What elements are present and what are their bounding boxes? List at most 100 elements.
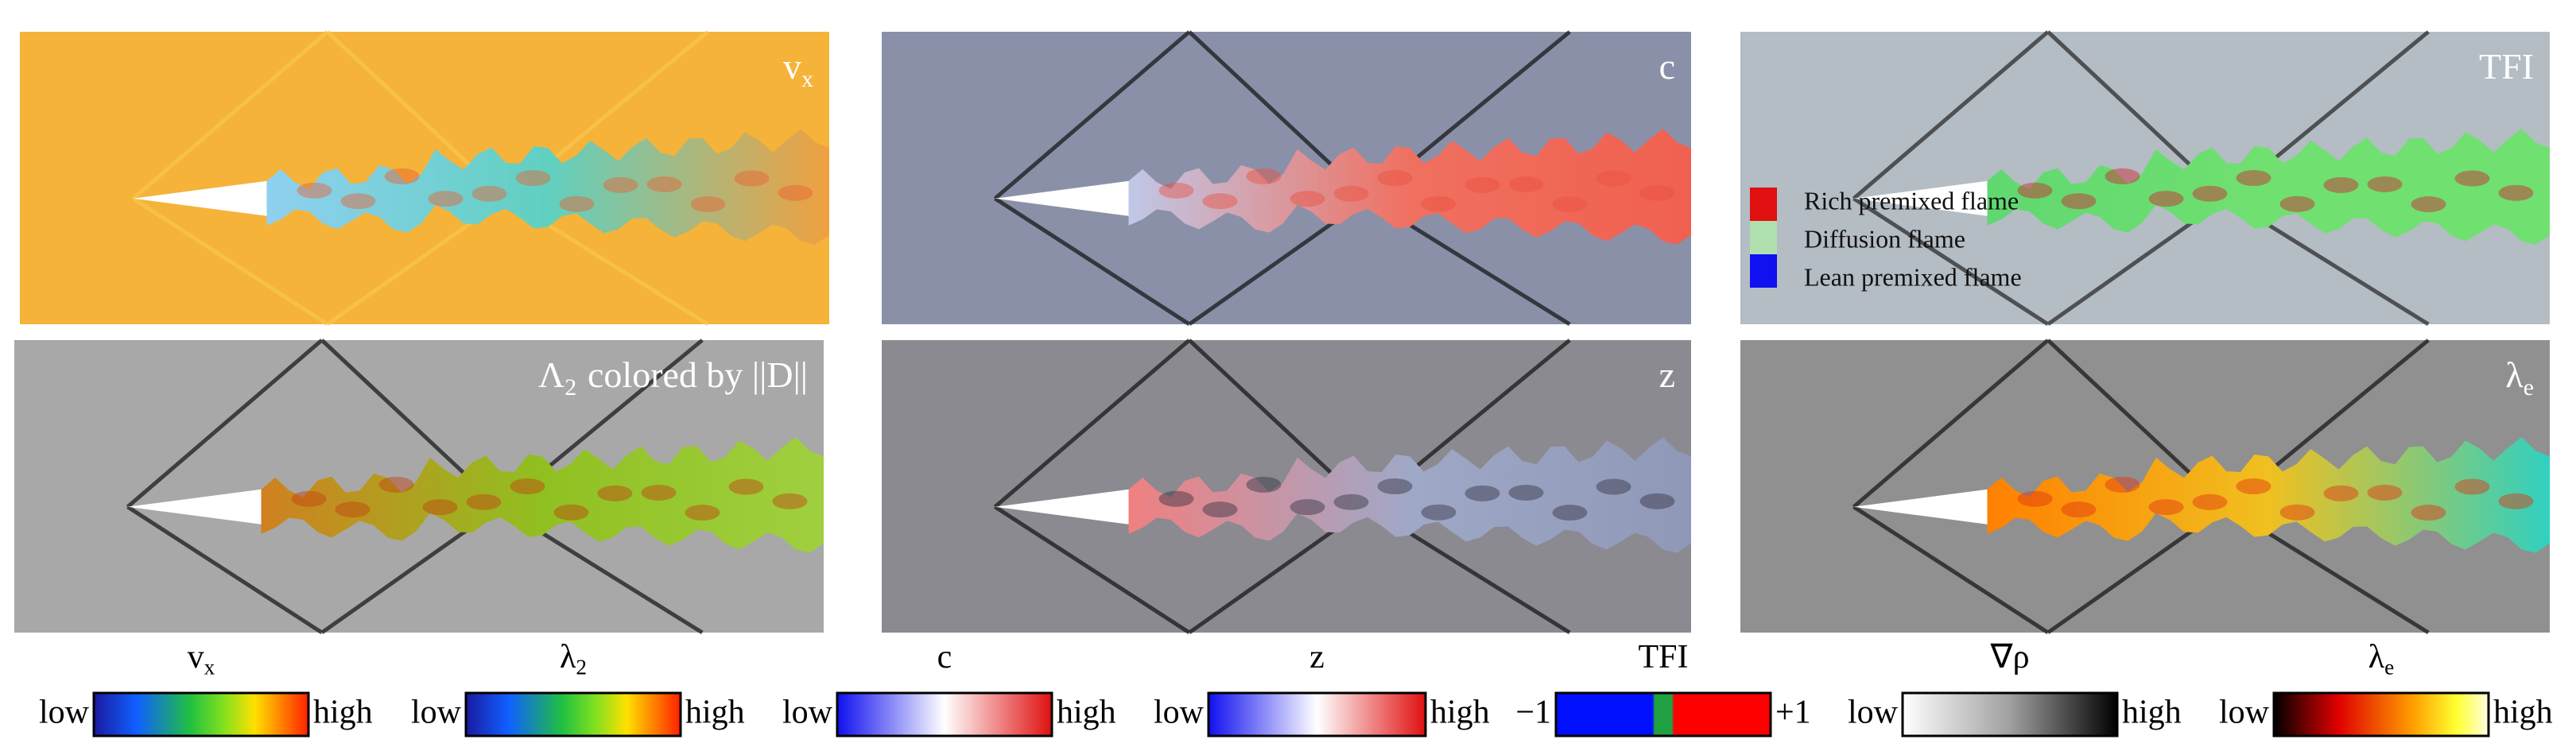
- jet-structure: [2279, 504, 2315, 521]
- jet-structure: [297, 182, 332, 199]
- jet-structure: [291, 490, 327, 507]
- jet-structure: [553, 504, 589, 521]
- panel: vx: [20, 30, 829, 327]
- jet-structure: [422, 499, 458, 516]
- jet-structure: [1639, 493, 1675, 509]
- jet-structure: [335, 501, 370, 518]
- panel-label: vx: [783, 46, 813, 92]
- jet-structure: [2061, 193, 2097, 210]
- jet-structure: [1377, 170, 1413, 187]
- jet-structure: [1333, 185, 1369, 202]
- jet-structure: [1421, 504, 1457, 521]
- jet-structure: [1246, 476, 1282, 493]
- jet-structure: [1333, 494, 1369, 510]
- jet-structure: [1596, 170, 1631, 187]
- jet-structure: [778, 184, 813, 201]
- jet-structure: [1552, 505, 1588, 521]
- panel: z: [882, 339, 1691, 635]
- colorbar-low: low: [2219, 695, 2270, 731]
- panel-label-sub: x: [801, 66, 813, 92]
- colorbar-title-sub: x: [204, 656, 215, 679]
- colorbar-title-sub: 2: [576, 656, 587, 679]
- legend-label: Rich premixed flame: [1804, 186, 2019, 215]
- jet-structure: [428, 191, 464, 207]
- wedge: [1853, 489, 1988, 525]
- colorbar-high: +1: [1775, 695, 1811, 731]
- panel-label-rest: colored by ||D||: [588, 354, 808, 395]
- panel-label-base: Λ: [538, 354, 564, 395]
- jet-structure: [378, 476, 414, 493]
- jet: [1128, 437, 1691, 553]
- wedge: [995, 489, 1129, 525]
- jet-structure: [2498, 493, 2534, 509]
- jet-structure: [1202, 501, 1238, 518]
- colorbar-title: λe: [2368, 639, 2395, 679]
- jet-structure: [559, 195, 595, 212]
- jet-structure: [2192, 185, 2228, 202]
- colorbar: [1554, 691, 1772, 737]
- jet-structure: [603, 176, 638, 193]
- jet: [266, 129, 829, 245]
- panel-label-base: c: [1659, 46, 1675, 87]
- jet-structure: [2323, 485, 2359, 501]
- jet-structure: [1377, 478, 1413, 495]
- wedge: [133, 180, 267, 216]
- panel-label: Λ2 colored by ||D||: [538, 354, 808, 401]
- panel-label: λe: [2505, 354, 2534, 401]
- jet-structure: [1158, 182, 1194, 199]
- colorbar-low: −1: [1515, 695, 1551, 731]
- jet-structure: [2061, 501, 2097, 518]
- panel: λe: [1740, 339, 2550, 635]
- jet-structure: [2192, 494, 2228, 510]
- colorbar-high: high: [2122, 695, 2182, 731]
- colorbar-low: low: [39, 695, 90, 731]
- jet-structure: [515, 170, 551, 187]
- jet-structure: [1421, 195, 1457, 212]
- colorbar: [1207, 691, 1427, 737]
- jet-structure: [2498, 184, 2534, 201]
- legend-swatch: [1750, 188, 1777, 221]
- colorbar: [464, 691, 682, 737]
- jet-structure: [510, 478, 545, 495]
- colorbar-title: z: [1309, 639, 1325, 676]
- jet-structure: [2279, 195, 2315, 212]
- colorbar-high: high: [2493, 695, 2553, 731]
- jet-structure: [2454, 170, 2490, 187]
- colorbar-title-base: TFI: [1639, 639, 1689, 676]
- panel-label-base: v: [783, 46, 801, 87]
- panel-label-sub: e: [2524, 374, 2534, 401]
- colorbar-low: low: [411, 695, 462, 731]
- jet-structure: [2454, 478, 2490, 495]
- panel-label: c: [1659, 46, 1675, 87]
- legend-label: Lean premixed flame: [1804, 262, 2022, 291]
- colorbar-title-sub: e: [2384, 656, 2394, 679]
- colorbar: [836, 691, 1053, 737]
- jet-structure: [471, 185, 507, 202]
- jet-structure: [2148, 191, 2184, 207]
- jet-structure: [466, 494, 502, 510]
- jet-structure: [1465, 176, 1500, 193]
- jet-structure: [1202, 193, 1238, 210]
- colorbar-title-base: z: [1309, 639, 1325, 676]
- panel-label-base: λ: [2505, 354, 2524, 395]
- colorbar-high: high: [1430, 695, 1490, 731]
- colorbar-high: high: [313, 695, 373, 731]
- jet: [261, 437, 824, 553]
- jet-structure: [1508, 484, 1544, 501]
- panel: Λ2 colored by ||D||: [14, 339, 824, 635]
- jet-structure: [2017, 490, 2053, 507]
- jet: [1987, 129, 2550, 245]
- jet-structure: [641, 484, 677, 501]
- jet-structure: [772, 493, 808, 509]
- panel: TFI Rich premixed flame Diffusion flame Lea…: [1740, 30, 2550, 327]
- jet-structure: [728, 478, 764, 495]
- panel-label: z: [1659, 354, 1675, 395]
- jet-structure: [2148, 499, 2184, 516]
- panel-label: TFI: [2479, 46, 2534, 87]
- jet-structure: [2236, 170, 2271, 187]
- legend-label: Diffusion flame: [1804, 224, 1965, 253]
- jet: [1987, 437, 2550, 553]
- jet-structure: [690, 196, 726, 213]
- jet: [1128, 129, 1691, 245]
